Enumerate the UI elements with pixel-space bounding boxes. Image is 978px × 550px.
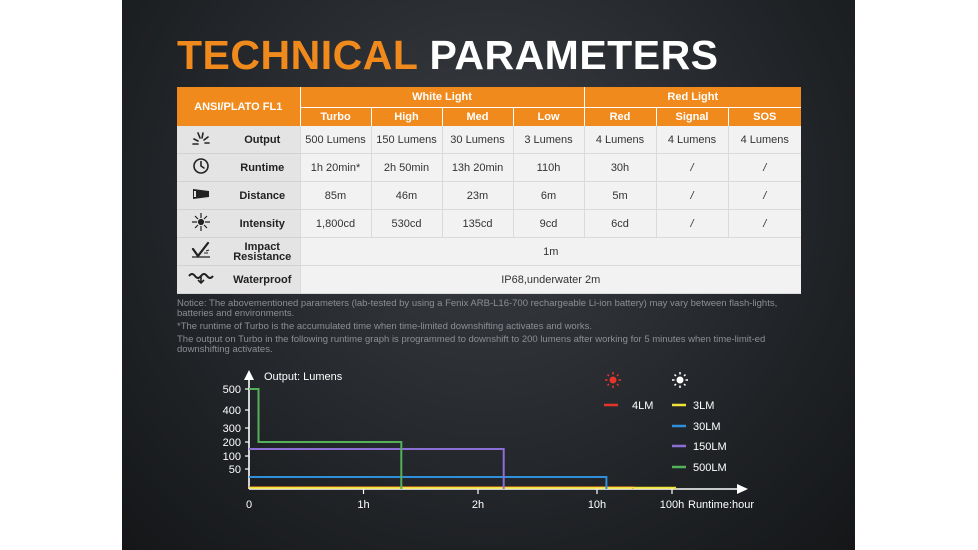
mode-red: Red xyxy=(584,107,657,126)
x-tick-label: 1h xyxy=(357,499,369,511)
distance-icon xyxy=(177,181,225,210)
mode-turbo: Turbo xyxy=(300,107,372,126)
label-intensity: Intensity xyxy=(239,217,285,230)
cell: 150 Lumens xyxy=(370,126,442,154)
cell: 6cd xyxy=(583,209,656,238)
cell: 46m xyxy=(370,181,442,210)
cell: 23m xyxy=(441,181,513,210)
cell: 30 Lumens xyxy=(441,126,513,154)
series-line-150lm xyxy=(249,448,505,489)
legend-label: 4LM xyxy=(632,400,653,412)
mode-med: Med xyxy=(442,107,514,126)
page-title: TECHNICAL PARAMETERS xyxy=(177,32,719,78)
cell: / xyxy=(655,181,728,210)
mode-low: Low xyxy=(513,107,585,126)
y-tick-label: 400 xyxy=(223,405,241,417)
cell: / xyxy=(727,181,802,210)
series-line-30lm xyxy=(249,476,608,489)
impact-icon xyxy=(177,237,225,266)
header-row-groups: ANSI/PLATO FL1 White Light Red Light xyxy=(177,87,802,126)
label-output: Output xyxy=(244,133,281,146)
series-line-500lm xyxy=(249,388,403,489)
cell: 2h 50min xyxy=(370,153,442,182)
spec-table: ANSI/PLATO FL1 White Light Red Light Tur… xyxy=(177,87,802,294)
series-line-3lm xyxy=(249,486,677,489)
mode-sos: SOS xyxy=(728,107,802,126)
cell: 5m xyxy=(583,181,656,210)
label-waterproof: Waterproof xyxy=(233,273,292,286)
y-tick-label: 200 xyxy=(223,437,241,449)
cell: 13h 20min xyxy=(441,153,513,182)
output-icon xyxy=(177,126,225,154)
mode-high: High xyxy=(371,107,443,126)
white-light-legend-icon xyxy=(672,372,688,388)
y-tick-label: 100 xyxy=(223,451,241,463)
cell: 9cd xyxy=(512,209,584,238)
cell: 530cd xyxy=(370,209,442,238)
note-notice: Notice: The abovementioned parameters (l… xyxy=(177,298,778,319)
label-resistance: Resistance xyxy=(233,250,292,263)
y-axis-arrow xyxy=(244,370,254,380)
note-turbo: *The runtime of Turbo is the accumulated… xyxy=(177,321,593,332)
label-distance: Distance xyxy=(239,189,286,202)
waterproof-icon xyxy=(177,265,225,294)
x-axis-arrow xyxy=(737,484,748,494)
mode-signal: Signal xyxy=(656,107,729,126)
legend-label: 30LM xyxy=(693,421,721,433)
y-tick-label: 300 xyxy=(223,423,241,435)
y-tick-label: 500 xyxy=(223,384,241,396)
y-tick-label: 50 xyxy=(229,464,241,476)
group-red-light: Red Light xyxy=(584,87,802,108)
cell: 110h xyxy=(512,153,584,182)
row-distance: Distance 85m 46m 23m 6m 5m / / xyxy=(177,181,802,210)
cell: 1h 20min* xyxy=(299,153,371,182)
label-impact: Impact xyxy=(244,240,280,253)
cell: / xyxy=(727,153,802,182)
y-axis-label: Output: Lumens xyxy=(264,371,343,383)
cell: 135cd xyxy=(441,209,513,238)
cell: 500 Lumens xyxy=(299,126,371,154)
cell: 3 Lumens xyxy=(512,126,584,154)
intensity-icon xyxy=(177,209,225,238)
x-tick-label: 100h xyxy=(660,499,684,511)
cell: 6m xyxy=(512,181,584,210)
impact-value: 1m xyxy=(299,237,802,266)
x-tick-label: 2h xyxy=(472,499,484,511)
cell: 30h xyxy=(583,153,656,182)
cell: 1,800cd xyxy=(299,209,371,238)
waterproof-value: IP68,underwater 2m xyxy=(299,265,802,294)
row-impact: Impact Resistance 1m xyxy=(177,237,802,266)
cell: 4 Lumens xyxy=(583,126,656,154)
cell: / xyxy=(727,209,802,238)
cell: / xyxy=(655,209,728,238)
x-tick-label: 10h xyxy=(588,499,606,511)
cell: 4 Lumens xyxy=(727,126,802,154)
label-runtime: Runtime xyxy=(240,161,285,174)
group-white-light: White Light xyxy=(300,87,585,108)
row-runtime: Runtime 1h 20min* 2h 50min 13h 20min 110… xyxy=(177,153,802,182)
row-intensity: Intensity 1,800cd 530cd 135cd 9cd 6cd / … xyxy=(177,209,802,238)
row-output: Output 500 Lumens 150 Lumens 30 Lumens 3… xyxy=(177,126,802,154)
red-light-legend-icon xyxy=(605,372,621,388)
legend-label: 3LM xyxy=(693,400,714,412)
notes: Notice: The abovementioned parameters (l… xyxy=(177,299,801,358)
note-downshift: The output on Turbo in the following run… xyxy=(177,334,766,355)
header-row-modes: Turbo High Med Low Red Signal SOS xyxy=(177,107,802,126)
cell: / xyxy=(655,153,728,182)
row-waterproof: Waterproof IP68,underwater 2m xyxy=(177,265,802,294)
runtime-icon xyxy=(177,153,225,182)
x-tick-label: 0 xyxy=(246,499,252,511)
legend-label: 150LM xyxy=(693,441,727,453)
corner-label: ANSI/PLATO FL1 xyxy=(177,87,301,126)
cell: 4 Lumens xyxy=(655,126,728,154)
cell: 85m xyxy=(299,181,371,210)
legend-label: 500LM xyxy=(693,462,727,474)
x-axis-label: Runtime:hour xyxy=(688,499,754,511)
